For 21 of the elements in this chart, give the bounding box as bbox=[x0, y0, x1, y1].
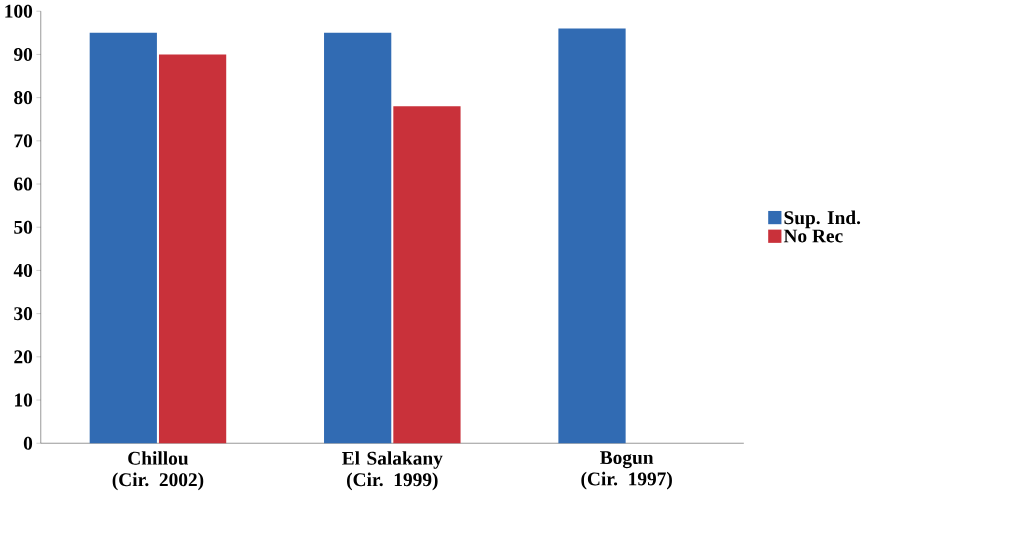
y-tick-label: 70 bbox=[14, 134, 33, 148]
y-tick-label: 0 bbox=[23, 436, 33, 450]
bar bbox=[158, 54, 227, 444]
bar bbox=[89, 32, 157, 444]
y-tick-label: 90 bbox=[13, 47, 33, 61]
y-tick-label: 20 bbox=[14, 350, 33, 364]
legend-label: Sup. Ind. bbox=[784, 210, 861, 229]
y-tick-label: 60 bbox=[14, 177, 33, 191]
y-tick-label: 80 bbox=[14, 91, 33, 105]
legend-label: No Rec bbox=[783, 229, 843, 243]
y-tick-label: 50 bbox=[14, 220, 33, 234]
y-tick-label: 30 bbox=[14, 307, 33, 321]
y-tick-label: 10 bbox=[15, 393, 33, 407]
x-tick-label: Chillou (Cir. 2002) bbox=[112, 451, 204, 491]
y-tick-label: 40 bbox=[13, 263, 33, 278]
y-tick-label: 100 bbox=[5, 4, 33, 18]
x-tick-label: Bogun (Cir. 1997) bbox=[581, 451, 672, 490]
bar bbox=[558, 28, 626, 444]
bar bbox=[393, 106, 461, 444]
bar bbox=[324, 32, 392, 444]
x-tick-label: El Salakany (Cir. 1999) bbox=[342, 451, 443, 491]
